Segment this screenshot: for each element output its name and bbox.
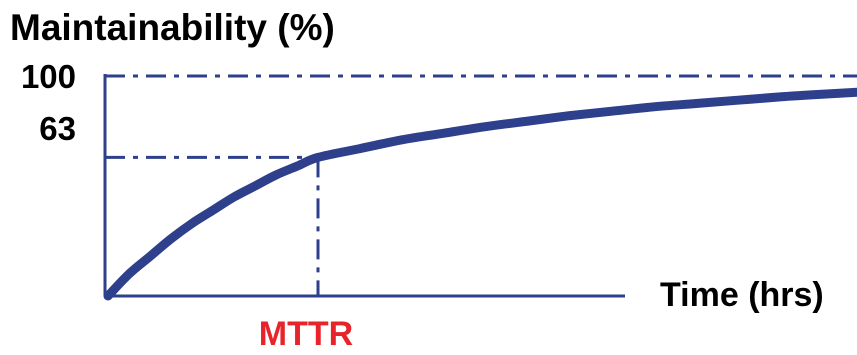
maintainability-curve: [103, 87, 857, 301]
mttr-marker-label: MTTR: [259, 315, 353, 353]
reference-lines: [105, 74, 857, 296]
y-axis-label: Maintainability (%): [10, 7, 335, 48]
labels: Maintainability (%) Time (hrs) 100 63 MT…: [10, 7, 824, 353]
y-tick-label-100: 100: [21, 58, 76, 95]
y-tick-label-63: 63: [39, 110, 76, 147]
x-axis-label: Time (hrs): [660, 276, 824, 314]
axes: [103, 74, 625, 298]
curve-layer: [103, 87, 857, 301]
